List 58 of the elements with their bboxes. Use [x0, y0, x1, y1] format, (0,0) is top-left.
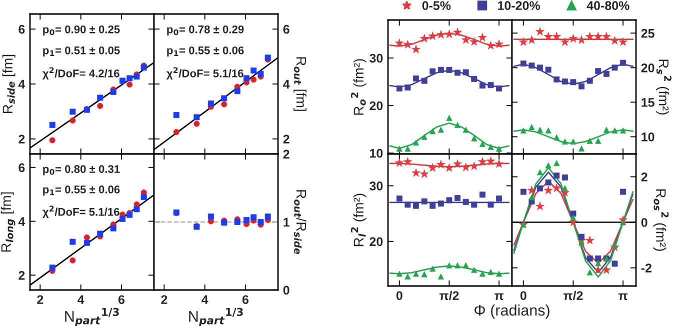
y-tick-label: 20 — [370, 237, 383, 246]
annotation: p$_{0}$= 0.90 ± 0.25 — [43, 25, 120, 36]
x-tick-label: π/2 — [439, 290, 459, 300]
legend-label: 0-5% — [422, 1, 451, 10]
y-tick-label: 6 — [18, 24, 25, 34]
y-tick-label: 0 — [641, 218, 648, 227]
y-tick-label: 25 — [641, 28, 654, 38]
y-tick-label: 10 — [642, 132, 654, 142]
annotation: p$_{1}$= 0.51 ± 0.05 — [43, 46, 120, 57]
y-axis-title: R$_{side}$ [fm] — [2, 54, 16, 113]
y-tick-label: -2 — [641, 264, 652, 272]
annotation: χ$^{2}$/DoF= 5.1/16 — [166, 67, 244, 80]
y-axis-title: R$_{out}$ [fm] — [294, 57, 306, 111]
y-axis-title: R$_{l}$$^{2}$ (fm²) — [350, 194, 366, 246]
y-tick-label: 4 — [283, 80, 290, 89]
x-tick-label: 2 — [37, 295, 44, 304]
x-tick-label: π — [494, 293, 504, 300]
x-tick-label: 2 — [161, 295, 168, 304]
x-axis-title: Φ (radians) — [474, 304, 550, 319]
y-tick-label: 2 — [641, 172, 648, 182]
y-tick-label: 2 — [18, 270, 25, 280]
y-tick-label: 6 — [283, 24, 290, 34]
x-tick-label: π — [618, 293, 628, 300]
y-tick-label: 2 — [283, 134, 290, 144]
y-axis-title: R$_{out}$/R$_{side}$ — [294, 190, 307, 254]
x-tick-label: 4 — [202, 295, 208, 304]
x-tick-label: π/2 — [563, 290, 583, 300]
y-tick-label: 2 — [283, 150, 290, 159]
annotation: p$_{1}$= 0.55 ± 0.06 — [167, 46, 244, 57]
x-axis-title: N$_{part}$$^{1/3}$ — [65, 308, 119, 326]
y-axis-title: R$_{o}$$^{2}$ (fm²) — [350, 59, 366, 115]
y-tick-label: 10 — [370, 148, 383, 158]
x-tick-label: 0 — [520, 291, 526, 300]
annotation: p$_{0}$= 0.78 ± 0.29 — [167, 25, 244, 36]
x-tick-label: 4 — [78, 295, 84, 304]
legend-label: 40-80% — [586, 1, 630, 10]
y-tick-label: 15 — [642, 98, 654, 107]
x-tick-label: 0 — [396, 291, 402, 300]
annotation: p$_{1}$= 0.55 ± 0.06 — [43, 186, 120, 196]
y-tick-label: 4 — [18, 80, 26, 89]
y-tick-label: 2 — [18, 134, 25, 144]
x-axis-title: N$_{part}$$^{1/3}$ — [189, 308, 243, 326]
y-tick-label: 20 — [370, 101, 383, 110]
y-tick-label: 4 — [18, 217, 26, 226]
y-tick-label: 30 — [370, 54, 383, 63]
y-tick-label: 1 — [284, 218, 290, 227]
y-axis-title: R$_{os}$$^{2}$ (fm²) — [653, 189, 669, 251]
y-tick-label: 30 — [370, 182, 383, 190]
legend-label: 10-20% — [498, 1, 540, 10]
annotation: p$_{0}$= 0.80 ± 0.31 — [43, 165, 120, 176]
y-tick-label: 6 — [18, 163, 25, 172]
annotation: χ$^{2}$/DoF= 4.2/16 — [42, 67, 120, 80]
y-axis-title: R$_{long}$ [fm] — [0, 192, 16, 252]
y-axis-title: R$_{s}$$^{2}$ (fm²) — [656, 60, 672, 115]
annotation: χ$^{2}$/DoF= 5.1/16 — [42, 206, 120, 218]
x-tick-label: 6 — [242, 295, 248, 304]
x-tick-label: 6 — [118, 295, 124, 304]
y-tick-label: 20 — [641, 63, 654, 72]
